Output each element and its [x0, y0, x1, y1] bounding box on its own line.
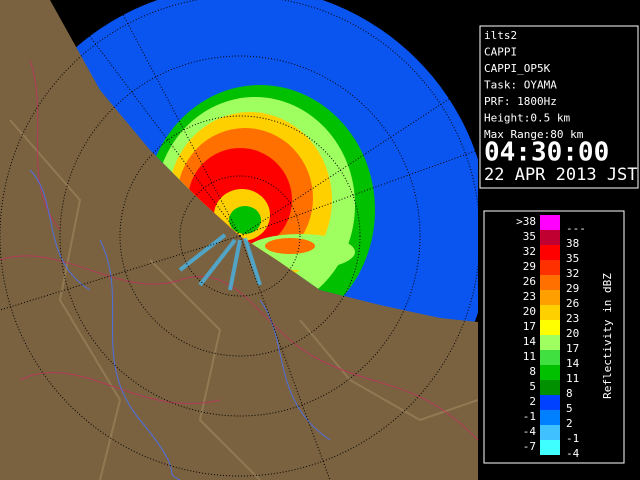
time: 04:30:00 — [484, 138, 609, 168]
legend-low: 29 — [523, 260, 536, 273]
legend-high: 35 — [566, 252, 579, 265]
legend-high: 14 — [566, 357, 580, 370]
legend-swatch — [540, 425, 560, 440]
legend-high: -4 — [566, 447, 580, 460]
legend-low: 5 — [529, 380, 536, 393]
info-line: CAPPI_OP5K — [484, 62, 551, 75]
legend-low: 26 — [523, 275, 536, 288]
legend-high: 26 — [566, 297, 579, 310]
legend-high: 23 — [566, 312, 579, 325]
legend-swatch — [540, 395, 560, 410]
legend-high: 20 — [566, 327, 579, 340]
legend-high: 29 — [566, 282, 579, 295]
info-line: CAPPI — [484, 46, 517, 59]
legend-low: 8 — [529, 365, 536, 378]
range-rings — [0, 0, 480, 480]
legend-swatch — [540, 290, 560, 305]
legend-high: 38 — [566, 237, 579, 250]
legend-swatch — [540, 365, 560, 380]
legend-low: 35 — [523, 230, 536, 243]
legend-high: 2 — [566, 417, 573, 430]
legend-low: 32 — [523, 245, 536, 258]
legend-low: >38 — [516, 215, 536, 228]
clutter — [178, 233, 262, 291]
legend-swatch — [540, 245, 560, 260]
legend-low: -7 — [523, 440, 536, 453]
legend-swatch — [540, 335, 560, 350]
legend-low: 14 — [523, 335, 537, 348]
info-line: PRF: 1800Hz — [484, 95, 557, 108]
info-line: Max Range:80 km — [484, 128, 584, 141]
legend-low: 2 — [529, 395, 536, 408]
legend: >38 --- 35 38 32 35 29 32 26 29 23 26 20 23 17 20 14 17 11… — [516, 215, 586, 460]
legend-high: 8 — [566, 387, 573, 400]
legend-swatch — [540, 320, 560, 335]
legend-swatch — [540, 440, 560, 455]
legend-high: 17 — [566, 342, 579, 355]
legend-swatch — [540, 380, 560, 395]
info-line: Height:0.5 km — [484, 112, 570, 125]
info-box — [479, 25, 639, 189]
legend-high: 32 — [566, 267, 579, 280]
legend-low: -4 — [523, 425, 537, 438]
legend-high: 5 — [566, 402, 573, 415]
legend-swatch — [540, 275, 560, 290]
legend-low: 11 — [523, 350, 536, 363]
legend-low: 23 — [523, 290, 536, 303]
info-line: ilts2 — [484, 29, 517, 42]
legend-title: Reflectivity in dBZ — [601, 273, 614, 399]
date: 22 APR 2013 JST — [484, 165, 638, 185]
info-line: Task: OYAMA — [484, 79, 557, 92]
legend-high: --- — [566, 222, 586, 235]
legend-swatch — [540, 260, 560, 275]
legend-low: 17 — [523, 320, 536, 333]
legend-swatch — [540, 350, 560, 365]
legend-high: -1 — [566, 432, 579, 445]
legend-swatch — [540, 305, 560, 320]
legend-low: 20 — [523, 305, 536, 318]
info-lines: ilts2 CAPPI CAPPI_OP5K Task: OYAMA PRF: 1800… — [484, 29, 584, 141]
map — [0, 0, 480, 480]
legend-high: 11 — [566, 372, 579, 385]
legend-low: -1 — [523, 410, 536, 423]
legend-swatch — [540, 230, 560, 245]
legend-swatch — [540, 410, 560, 425]
legend-swatch — [540, 215, 560, 230]
